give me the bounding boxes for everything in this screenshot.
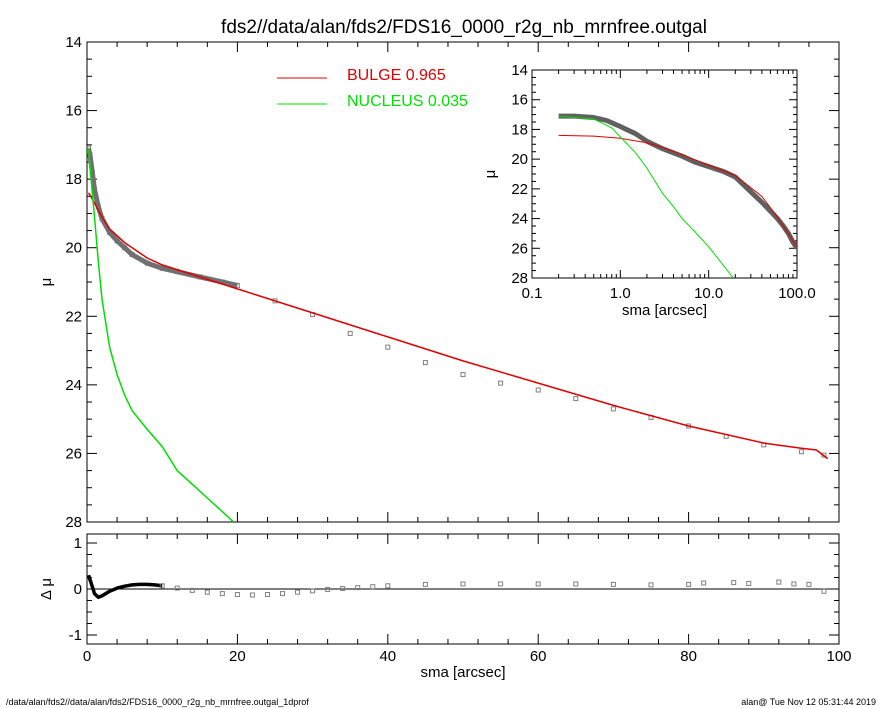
inset-y-tick-label: 22 (511, 181, 528, 198)
main-y-tick-label: 24 (65, 377, 82, 394)
residual-point (159, 583, 165, 589)
inset-log-panel: 14 16 18 20 22 24 26 280.1 1.0 10.0 100.0 sma [arcs… (482, 62, 816, 319)
x-tick-label: 40 (379, 648, 396, 665)
main-data-point (422, 360, 428, 366)
x-tick-label: 100 (826, 648, 851, 665)
main-nucleus-line (87, 148, 235, 522)
main-y-tick-label: 26 (65, 445, 82, 462)
residual-point (791, 581, 797, 587)
inset-bulge-line (558, 134, 797, 248)
residual-point (295, 589, 301, 595)
residual-dense-trace (86, 574, 163, 600)
residual-point (370, 584, 376, 590)
main-data-point (460, 372, 466, 378)
residual-point (535, 581, 541, 587)
main-y-tick-label: 16 (65, 103, 82, 120)
residual-point (701, 580, 707, 586)
main-data-point (498, 380, 504, 386)
residual-y-tick-label: -1 (69, 627, 82, 644)
inset-y-axis-label: μ (482, 170, 499, 179)
residual-point (264, 592, 270, 598)
residual-point (806, 581, 812, 587)
chart-title: fds2//data/alan/fds2/FDS16_0000_r2g_nb_m… (221, 17, 707, 38)
residual-point (686, 581, 692, 587)
main-y-tick-label: 22 (65, 308, 82, 325)
residual-point (234, 592, 240, 598)
inset-x-tick-label: 10.0 (694, 285, 723, 302)
residual-point (340, 586, 346, 592)
residual-point (219, 591, 225, 597)
residual-point (174, 585, 180, 591)
inset-nucleus-line (558, 115, 734, 278)
main-data-point (535, 387, 541, 393)
main-data-band (87, 147, 238, 288)
main-data-point (347, 330, 353, 336)
inset-y-tick-label: 28 (511, 270, 528, 287)
main-profile-panel: 14 16 18 20 22 24 26 28 μ (38, 34, 840, 531)
inset-plot-frame (531, 69, 798, 279)
residual-y-axis-label: Δ μ (38, 578, 55, 600)
residual-point (189, 587, 195, 593)
inset-x-tick-label: 0.1 (522, 285, 543, 302)
legend-nucleus-label: NUCLEUS 0.035 (347, 93, 468, 110)
x-tick-label: 80 (680, 648, 697, 665)
main-y-tick-label: 18 (65, 171, 82, 188)
main-data-point (385, 344, 391, 350)
x-tick-label: 60 (530, 648, 547, 665)
residual-point (422, 581, 428, 587)
residual-y-tick-label: 1 (74, 535, 82, 552)
x-axis-label: sma [arcsec] (420, 664, 505, 681)
residual-point (746, 580, 752, 586)
main-data-point (573, 396, 579, 402)
residual-point (776, 579, 782, 585)
residual-point (355, 585, 361, 591)
inset-y-tick-label: 14 (511, 62, 528, 79)
residual-point (280, 591, 286, 597)
residual-point (731, 580, 737, 586)
residual-point (325, 586, 331, 592)
inset-y-tick-label: 16 (511, 92, 528, 109)
legend-bulge-label: BULGE 0.965 (347, 67, 446, 84)
inset-y-tick-label: 26 (511, 240, 528, 257)
main-y-tick-label: 20 (65, 240, 82, 257)
main-y-tick-label: 14 (65, 34, 82, 51)
residual-y-tick-label: 0 (74, 581, 82, 598)
footer-right-timestamp: alan@ Tue Nov 12 05:31:44 2019 (741, 697, 876, 707)
x-tick-label: 0 (83, 648, 91, 665)
inset-x-axis-label: sma [arcsec] (622, 302, 707, 319)
main-data-point (610, 406, 616, 412)
residual-point (498, 581, 504, 587)
main-bulge-line (87, 192, 829, 460)
inset-y-tick-label: 18 (511, 121, 528, 138)
residual-point (821, 588, 827, 594)
inset-y-tick-label: 24 (511, 211, 528, 228)
footer-left-path: /data/alan/fds2//data/alan/fds2/FDS16_00… (6, 697, 309, 707)
main-y-tick-label: 28 (65, 514, 82, 531)
residual-point (385, 583, 391, 589)
x-tick-label: 20 (229, 648, 246, 665)
inset-x-tick-label: 1.0 (610, 285, 631, 302)
residual-point (204, 589, 210, 595)
inset-x-tick-label: 100.0 (778, 285, 816, 302)
inset-y-tick-label: 20 (511, 151, 528, 168)
main-data-point (798, 449, 804, 455)
residual-point (460, 581, 466, 587)
residual-point (310, 588, 316, 594)
residual-point (249, 592, 255, 598)
main-y-axis-label: μ (38, 278, 55, 287)
residual-point (648, 582, 654, 588)
residual-point (573, 581, 579, 587)
legend: BULGE 0.965 NUCLEUS 0.035 (277, 67, 468, 110)
residual-point (610, 581, 616, 587)
